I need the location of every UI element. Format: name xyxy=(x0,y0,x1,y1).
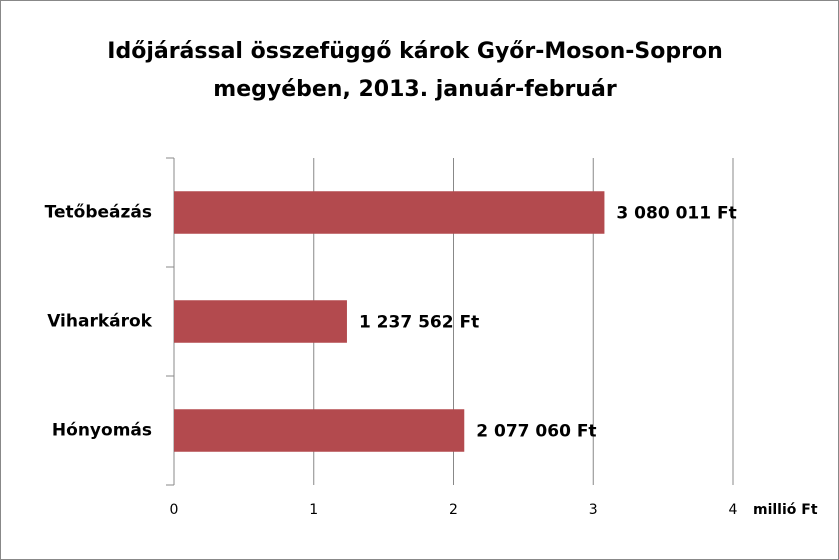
x-axis-label: millió Ft xyxy=(753,502,818,518)
value-label: 2 077 060 Ft xyxy=(476,422,596,442)
bar xyxy=(174,300,347,343)
x-tick-label: 3 xyxy=(589,502,598,518)
chart-title: Időjárással összefüggő károk Győr-Moson-… xyxy=(107,39,722,64)
y-tick-label: Viharkárok xyxy=(47,312,152,332)
value-label: 3 080 011 Ft xyxy=(616,204,736,224)
chart-title: megyében, 2013. január-február xyxy=(213,77,617,102)
x-tick-label: 1 xyxy=(309,502,318,518)
y-tick-label: Tetőbeázás xyxy=(45,203,152,223)
y-tick-label: Hónyomás xyxy=(52,421,152,441)
value-label: 1 237 562 Ft xyxy=(359,313,479,333)
x-tick-label: 2 xyxy=(449,502,458,518)
bar xyxy=(174,409,465,452)
bar xyxy=(174,191,605,234)
x-tick-label: 0 xyxy=(170,502,179,518)
x-tick-label: 4 xyxy=(729,502,738,518)
